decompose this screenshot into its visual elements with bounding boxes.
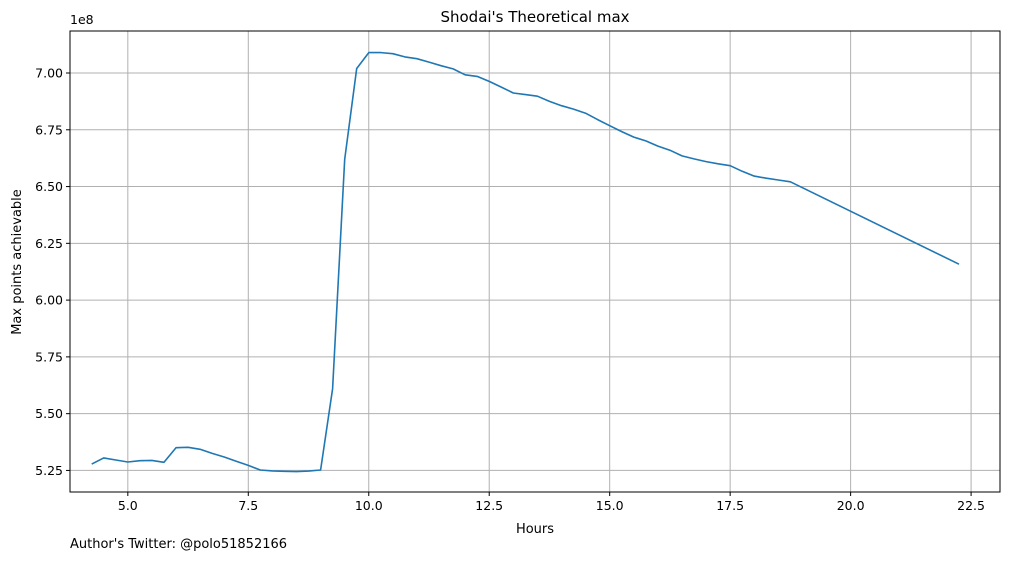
data-point: [404, 56, 406, 58]
data-point: [428, 61, 430, 63]
data-point: [247, 465, 249, 467]
data-point: [91, 463, 93, 465]
data-point: [296, 471, 298, 473]
data-point: [513, 92, 515, 94]
x-tick-label: 10.0: [355, 498, 383, 513]
data-point: [223, 456, 225, 458]
data-point: [705, 161, 707, 163]
data-point: [958, 263, 960, 265]
axes-frame: [69, 30, 1001, 493]
data-point: [790, 181, 792, 183]
x-tick-label: 22.5: [957, 498, 985, 513]
data-point: [464, 74, 466, 76]
y-tick-label: 6.25: [35, 236, 63, 251]
series-line: [91, 51, 960, 473]
data-point: [633, 136, 635, 138]
data-point: [368, 52, 370, 54]
y-tick-label: 6.50: [35, 179, 63, 194]
data-point: [681, 155, 683, 157]
data-point: [344, 159, 346, 161]
x-tick-label: 20.0: [837, 498, 865, 513]
data-point: [765, 177, 767, 179]
data-point: [729, 165, 731, 167]
y-tick-label: 7.00: [35, 66, 63, 81]
data-point: [488, 81, 490, 83]
grid: [70, 31, 1000, 492]
plot-area: [91, 51, 960, 473]
data-point: [537, 95, 539, 97]
data-point: [320, 469, 322, 471]
data-point: [211, 453, 213, 455]
data-point: [452, 68, 454, 70]
x-tick-label: 12.5: [475, 498, 503, 513]
data-point: [693, 158, 695, 160]
data-point: [284, 471, 286, 473]
data-point: [621, 131, 623, 133]
data-point: [753, 175, 755, 177]
y-tick-label: 6.00: [35, 293, 63, 308]
data-point: [669, 149, 671, 151]
y-axis-ticks: 5.25 5.50 5.75 6.00 6.25 6.50 6.75 7.00: [35, 66, 70, 478]
data-point: [585, 112, 587, 114]
data-point: [199, 449, 201, 451]
data-point: [308, 470, 310, 472]
x-axis-label: Hours: [516, 522, 554, 537]
data-point: [476, 76, 478, 78]
data-point: [127, 461, 129, 463]
data-point: [235, 461, 237, 463]
data-point: [500, 86, 502, 88]
data-point: [525, 94, 527, 96]
y-tick-label: 6.75: [35, 122, 63, 137]
x-axis-ticks: 5.0 7.5 10.0 12.5 15.0 17.5 20.0 22.5: [118, 492, 985, 513]
y-scale-exponent: 1e8: [70, 12, 94, 27]
data-point: [549, 101, 551, 103]
x-tick-label: 7.5: [238, 498, 258, 513]
data-point: [103, 457, 105, 459]
y-tick-label: 5.50: [35, 406, 63, 421]
data-point: [187, 446, 189, 448]
data-point: [380, 52, 382, 54]
y-tick-label: 5.75: [35, 349, 63, 364]
data-point: [392, 53, 394, 55]
y-axis-label: Max points achievable: [10, 189, 25, 335]
data-point: [272, 470, 274, 472]
data-point: [356, 68, 358, 70]
author-twitter-footer: Author's Twitter: @polo51852166: [70, 537, 288, 552]
x-tick-label: 17.5: [716, 498, 744, 513]
data-point: [163, 461, 165, 463]
data-point: [332, 388, 334, 390]
data-point: [597, 119, 599, 121]
data-point: [717, 163, 719, 165]
y-tick-label: 5.25: [35, 463, 63, 478]
chart-title: Shodai's Theoretical max: [440, 8, 629, 26]
x-tick-label: 15.0: [596, 498, 624, 513]
data-point: [573, 108, 575, 110]
data-point: [645, 140, 647, 142]
data-point: [657, 145, 659, 147]
data-point: [139, 460, 141, 462]
data-point: [175, 447, 177, 449]
data-point: [151, 460, 153, 462]
data-point: [741, 171, 743, 173]
data-point: [416, 58, 418, 60]
data-point: [260, 469, 262, 471]
data-point: [440, 65, 442, 67]
x-tick-label: 5.0: [118, 498, 138, 513]
data-point: [561, 105, 563, 107]
data-point: [609, 125, 611, 127]
data-point: [778, 179, 780, 181]
data-point: [115, 459, 117, 461]
